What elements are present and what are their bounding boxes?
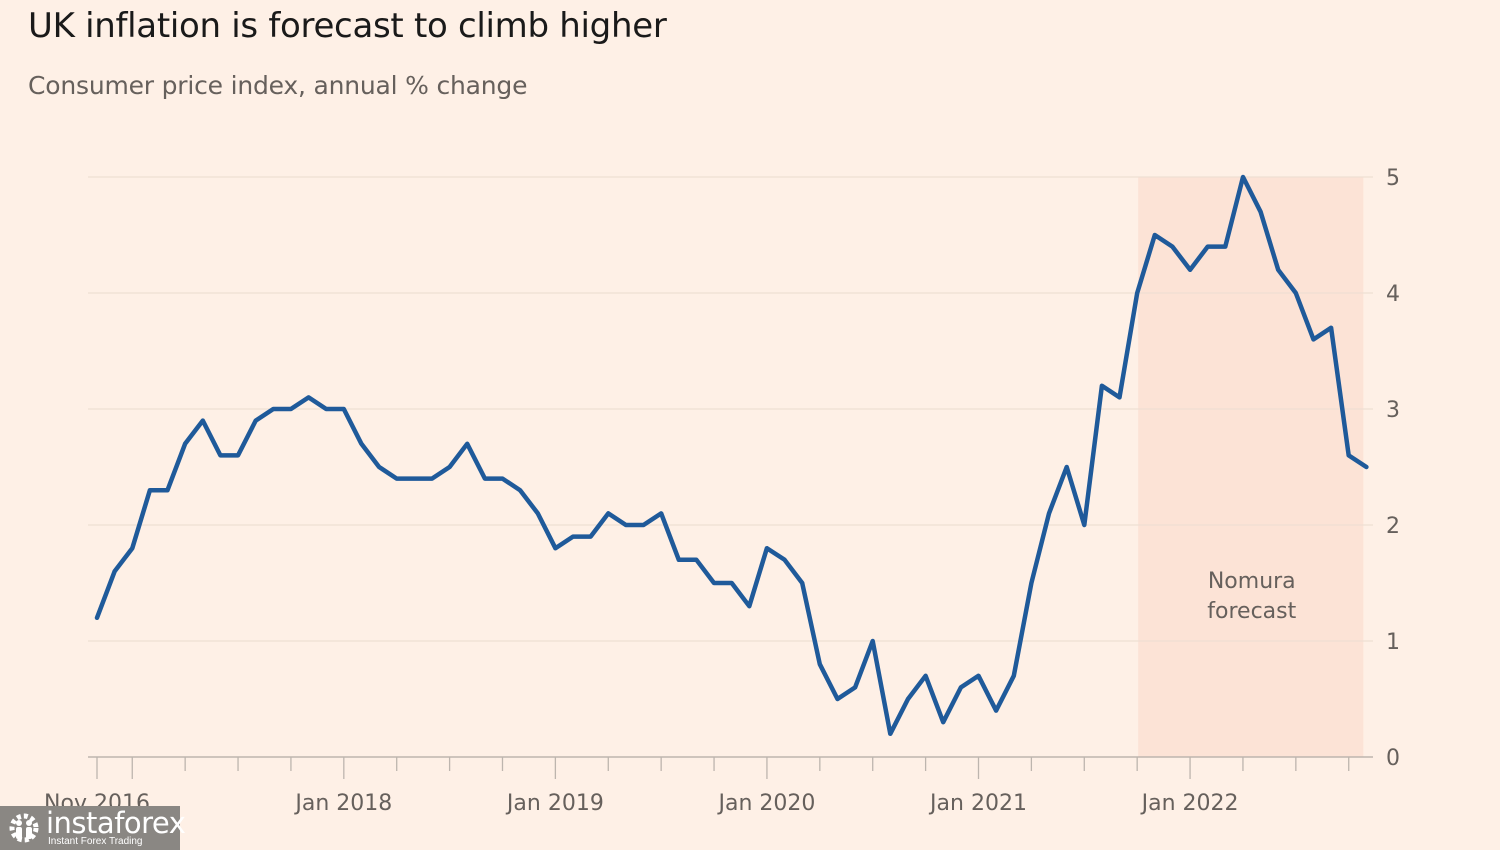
forecast-shaded-region	[1138, 177, 1364, 757]
forecast-shading-layer	[1138, 177, 1364, 757]
x-tick-label: Jan 2018	[293, 791, 392, 816]
chart-title: UK inflation is forecast to climb higher	[28, 6, 667, 46]
y-tick-label: 3	[1386, 398, 1400, 423]
x-tick-label: Jan 2022	[1140, 791, 1239, 816]
forecast-annotation: forecast	[1207, 599, 1296, 624]
watermark-logo: instaforex Instant Forex Trading	[0, 806, 186, 850]
cpi-series-line	[94, 174, 1369, 737]
x-tick-label: Jan 2020	[716, 791, 815, 816]
series-layer	[94, 174, 1369, 737]
watermark-brand: instaforex	[46, 806, 186, 840]
y-tick-label: 0	[1386, 746, 1400, 771]
x-tick-label: Jan 2021	[928, 791, 1027, 816]
y-axis: 0 1 2 3 4 5	[1386, 166, 1400, 771]
y-tick-label: 5	[1386, 166, 1400, 191]
gear-people-icon	[9, 813, 39, 843]
y-tick-label: 4	[1386, 282, 1400, 307]
y-tick-label: 2	[1386, 514, 1400, 539]
x-tick-label: Jan 2019	[505, 791, 604, 816]
forecast-annotation: Nomura	[1208, 569, 1296, 594]
annotations: Nomura forecast	[1207, 569, 1296, 624]
chart-subtitle: Consumer price index, annual % change	[28, 71, 528, 100]
gridlines	[88, 176, 1373, 642]
y-tick-label: 1	[1386, 630, 1400, 655]
x-axis: Nov 2016 Jan 2018 Jan 2019 Jan 2020 Jan 2021…	[44, 756, 1373, 816]
watermark-tagline: Instant Forex Trading	[48, 836, 143, 847]
